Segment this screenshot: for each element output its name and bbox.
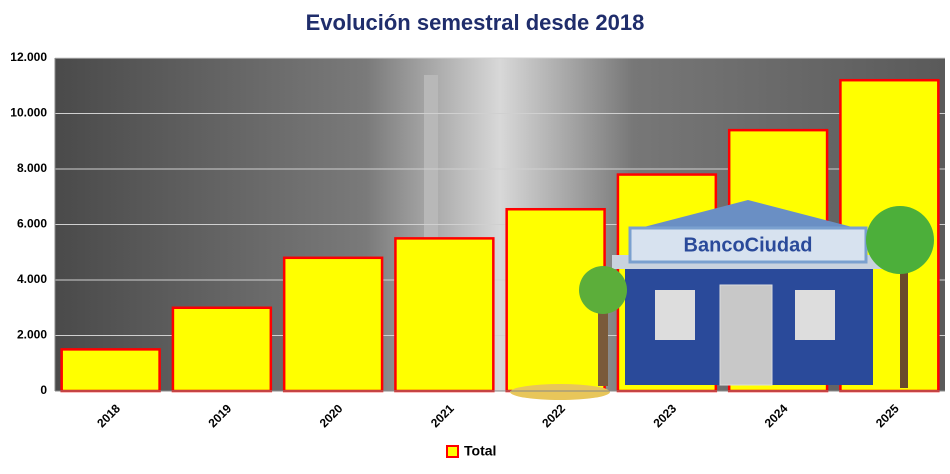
obelisk	[424, 75, 438, 245]
bar	[171, 306, 273, 393]
y-tick-label: 12.000	[10, 50, 47, 64]
bar	[394, 237, 495, 393]
chart-title: Evolución semestral desde 2018	[306, 10, 645, 35]
y-tick-label: 2.000	[17, 328, 47, 342]
x-tick-label: 2020	[317, 401, 346, 430]
x-tick-label: 2024	[762, 401, 791, 430]
y-tick-label: 10.000	[10, 106, 47, 120]
y-tick-label: 4.000	[17, 272, 47, 286]
y-tick-label: 0	[40, 383, 47, 397]
bar	[282, 256, 384, 393]
x-tick-label: 2021	[428, 401, 457, 430]
y-tick-label: 8.000	[17, 161, 47, 175]
x-tick-label: 2018	[94, 401, 123, 430]
x-tick-label: 2025	[873, 401, 902, 430]
legend-label: Total	[464, 443, 496, 459]
y-tick-label: 6.000	[17, 217, 47, 231]
legend-swatch	[446, 445, 459, 458]
bank-sign: BancoCiudad	[684, 234, 813, 256]
bar	[60, 348, 161, 393]
x-tick-label: 2022	[539, 401, 568, 430]
x-tick-label: 2023	[650, 401, 679, 430]
bank-illustration: BancoCiudad	[510, 200, 934, 400]
x-tick-label: 2019	[205, 401, 234, 430]
